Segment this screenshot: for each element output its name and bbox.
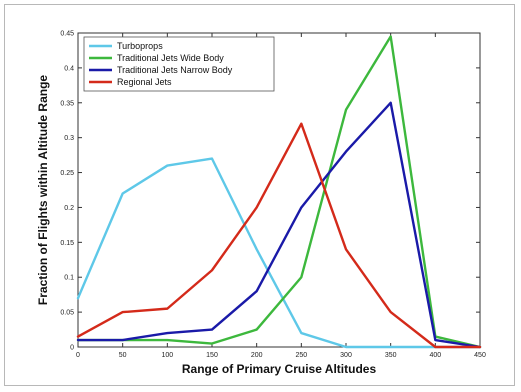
y-tick-label: 0.1 (64, 275, 74, 282)
legend-box (83, 36, 275, 92)
x-tick-label: 150 (206, 352, 218, 359)
plot-area: 0 0.05 0.1 0.15 0.2 0.25 0.3 0.35 0.4 0.45 0 50 100 1… (60, 31, 486, 360)
x-tick-label: 350 (385, 352, 397, 359)
x-tick-label: 0 (76, 352, 80, 359)
y-tick-label: 0.35 (60, 100, 74, 107)
x-tick-label: 450 (474, 352, 486, 359)
series-line-2 (76, 101, 482, 349)
x-tick-label: 200 (251, 352, 263, 359)
y-tick-label: 0.05 (60, 310, 74, 317)
legend-entry: Traditional Jets Narrow Body (117, 65, 233, 75)
x-tick-label: 250 (295, 352, 307, 359)
legend-entry: Turboprops (117, 41, 163, 51)
y-tick-label: 0.3 (64, 135, 74, 142)
series-line-0 (76, 157, 482, 349)
y-tick-label: 0.4 (64, 65, 74, 72)
legend-entry: Regional Jets (117, 77, 172, 87)
y-axis-label: Fraction of Flights within Altitude Rang… (36, 75, 50, 306)
y-tick-label: 0.25 (60, 170, 74, 177)
y-tick-label: 0.2 (64, 205, 74, 212)
x-axis-label: Range of Primary Cruise Altitudes (182, 362, 377, 376)
y-tick-label: 0.45 (60, 31, 74, 38)
y-tick-label: 0 (70, 345, 74, 352)
series-line-3 (76, 122, 482, 349)
x-tick-label: 300 (340, 352, 352, 359)
x-tick-label: 100 (161, 352, 173, 359)
legend-entry: Traditional Jets Wide Body (117, 53, 224, 63)
x-tick-label: 400 (429, 352, 441, 359)
x-tick-label: 50 (119, 352, 127, 359)
y-tick-label: 0.15 (60, 240, 74, 247)
series-line-1 (76, 35, 482, 349)
